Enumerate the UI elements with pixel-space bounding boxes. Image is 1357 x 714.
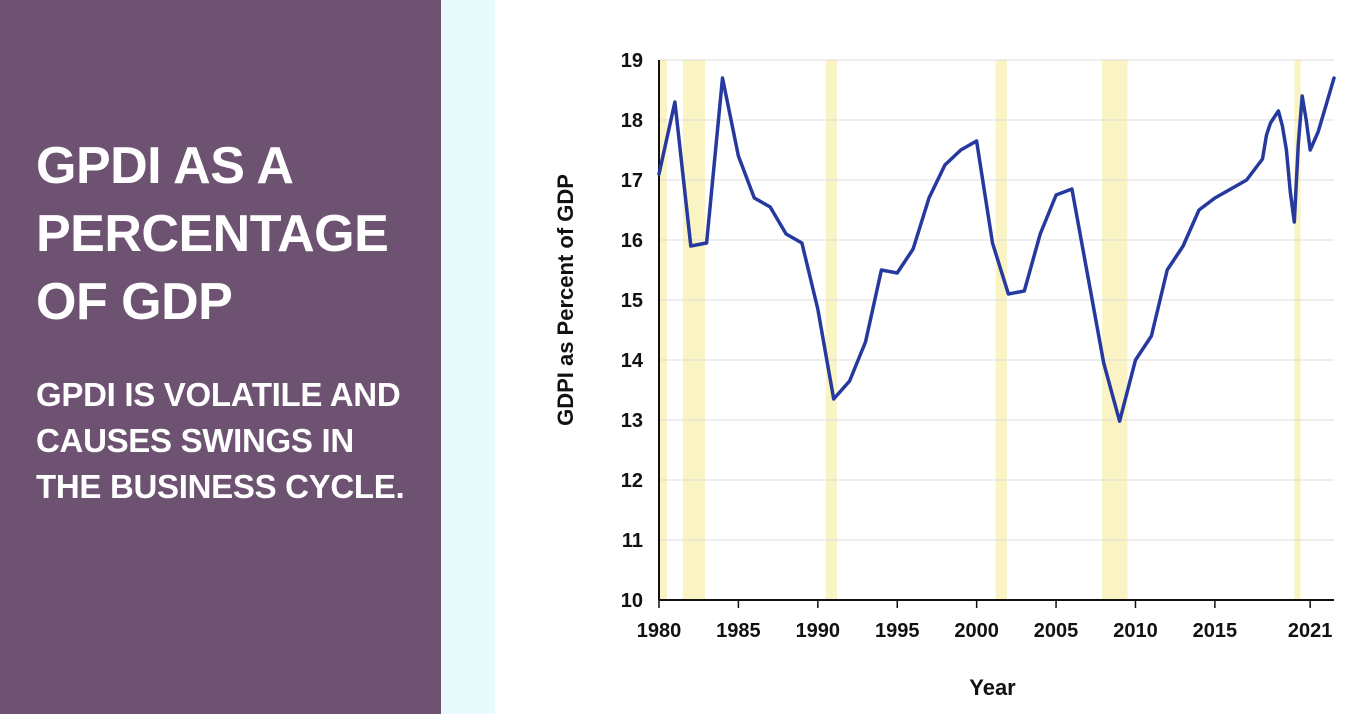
y-tick-label: 15: [621, 290, 643, 312]
x-tick-label: 2010: [1113, 620, 1158, 642]
recession-band: [659, 60, 667, 600]
x-tick-label: 1985: [716, 620, 761, 642]
x-tick-label: 1995: [875, 620, 920, 642]
x-tick-label: 2021: [1288, 620, 1333, 642]
recession-band: [1102, 60, 1128, 600]
accent-strip: [441, 0, 495, 714]
recession-band: [995, 60, 1007, 600]
slide-title: GPDI AS A PERCENTAGE OF GDP: [36, 137, 389, 331]
series-line: [657, 76, 1336, 423]
line-chart: 10 11 12 13 14 15 16 17 18 19 1980 1985 1990 1995 200…: [553, 50, 1336, 700]
recession-bands: [659, 60, 1301, 600]
y-tick-label: 10: [621, 590, 643, 612]
y-tick-label: 18: [621, 110, 643, 132]
y-tick-label: 19: [621, 50, 643, 72]
y-axis-title: GDPI as Percent of GDP: [553, 174, 578, 426]
y-tick-label: 14: [621, 350, 644, 372]
y-tick-label: 17: [621, 170, 643, 192]
axes: [658, 60, 1334, 608]
x-tick-label: 2015: [1193, 620, 1238, 642]
title-panel: GPDI AS A PERCENTAGE OF GDP GPDI IS VOLA…: [0, 0, 441, 714]
x-tick-label: 2000: [954, 620, 999, 642]
x-tick-label: 2005: [1034, 620, 1079, 642]
x-tick-label: 1980: [637, 620, 682, 642]
y-tick-label: 13: [621, 410, 643, 432]
y-tick-label: 11: [622, 530, 643, 552]
series-layer: [657, 76, 1336, 423]
y-tick-label: 16: [621, 230, 643, 252]
x-axis-title: Year: [969, 675, 1016, 700]
slide-subtitle: GPDI IS VOLATILE AND CAUSES SWINGS IN TH…: [36, 376, 405, 505]
recession-band: [825, 60, 837, 600]
gridlines: [659, 59, 1334, 541]
recession-band: [682, 60, 706, 600]
x-tick-label: 1990: [796, 620, 841, 642]
recession-band: [1294, 60, 1301, 600]
y-tick-labels: 10 11 12 13 14 15 16 17 18 19: [621, 50, 644, 612]
y-tick-label: 12: [621, 470, 643, 492]
x-tick-labels: 1980 1985 1990 1995 2000 2005 2010 2015 2021: [637, 620, 1333, 642]
